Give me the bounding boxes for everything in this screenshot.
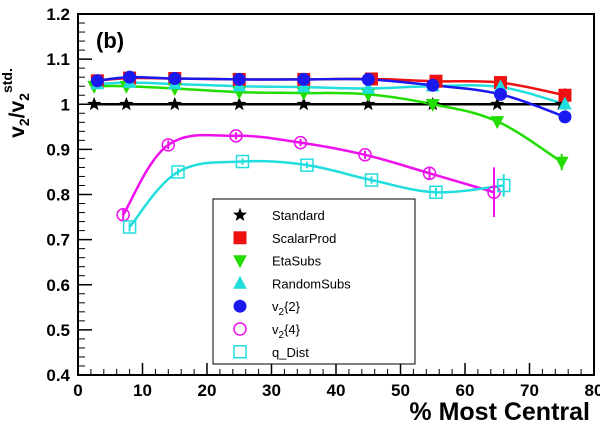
data-point-q-dist [429,185,443,199]
legend-label: Standard [272,208,325,223]
legend-marker [233,255,247,269]
y-tick-label: 0.6 [46,276,70,295]
data-point-v2-2- [361,72,375,86]
x-tick-label: 50 [391,381,410,400]
data-point-standard [296,96,311,111]
data-point-q-dist [171,165,185,179]
panel-label: (b) [96,28,124,53]
data-point-standard [361,96,376,111]
data-point-etasubs [554,156,569,170]
legend-label: RandomSubs [272,276,351,291]
data-point-standard [119,96,134,111]
data-point-v2-4- [358,148,372,162]
legend-label: v2{2} [272,299,301,318]
data-point-v2-2- [168,72,182,86]
x-tick-label: 30 [262,381,281,400]
x-tick-label: 40 [327,381,346,400]
legend-box [212,198,416,365]
data-point-randomsubs [296,79,311,93]
data-point-q-dist [300,158,314,172]
data-point-v2-4- [293,135,308,150]
legend-marker [233,231,247,245]
data-point-v2-2- [297,72,311,86]
legend-label: v2{4} [272,322,301,341]
x-tick-label: 0 [73,381,82,400]
x-tick-label: 60 [456,381,475,400]
plot-frame [77,13,595,376]
legend: Standard ScalarProd EtaSubs RandomSubs v2{2}… [212,198,416,365]
data-point-standard [232,96,247,111]
data-point-v2-4- [422,166,437,181]
x-tick-label: 80 [585,381,600,400]
y-tick-label: 1.1 [46,50,70,69]
y-tick-label: 1 [61,95,70,114]
legend-label: ScalarProd [272,231,336,246]
data-point-q-dist [122,220,137,234]
data-point-randomsubs [558,96,572,110]
y-tick-label: 1.2 [46,5,70,24]
data-point-standard [167,96,182,111]
series-line-etasubs [94,84,563,164]
legend-label: q_Dist [272,345,309,360]
data-point-q-dist [235,154,250,169]
data-point-v2-4- [229,129,243,143]
data-point-v2-2- [493,87,507,101]
legend-marker [233,299,247,313]
legend-marker [233,345,247,359]
data-point-v2-4- [487,185,501,199]
legend-marker [232,207,248,222]
legend-marker [233,275,247,289]
data-point-v2-4- [161,138,176,152]
y-tick-label: 0.7 [46,231,70,250]
data-point-randomsubs [361,80,376,94]
data-point-v2-2- [426,78,440,92]
y-tick-label: 0.8 [46,186,70,205]
legend-label: EtaSubs [272,254,322,269]
data-point-q-dist [496,178,511,193]
data-point-etasubs [425,98,440,112]
data-point-q-dist [364,173,379,187]
data-point-v2-2- [123,70,137,84]
data-point-v2-2- [558,110,572,124]
y-tick-label: 0.5 [46,321,70,340]
data-point-standard [87,96,102,111]
x-tick-label: 10 [133,381,152,400]
x-tick-label: 70 [520,381,539,400]
y-tick-label: 0.4 [46,366,70,385]
y-tick-label: 0.9 [46,140,70,159]
data-point-etasubs [490,116,505,130]
data-point-v2-2- [90,74,104,88]
legend-marker [233,322,247,336]
y-axis-title: v2/v2std. [0,68,32,138]
x-tick-label: 20 [198,381,217,400]
data-point-v2-2- [232,72,246,86]
x-axis-title: % Most Central [409,398,590,426]
data-point-standard [490,96,505,111]
